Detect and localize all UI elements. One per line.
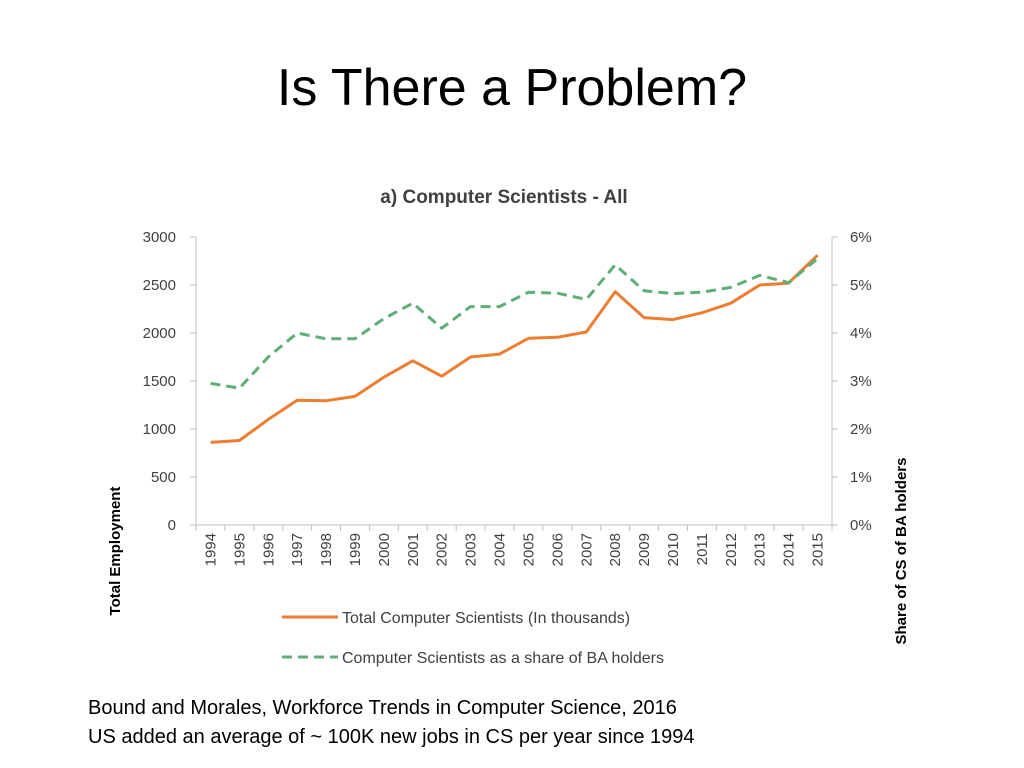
y2-axis-title: Share of CS of BA holders — [893, 458, 910, 645]
x-tick-label: 2002 — [434, 533, 451, 566]
footnote: Bound and Morales, Workforce Trends in C… — [88, 694, 695, 752]
x-tick-label: 2014 — [781, 533, 798, 566]
series-layer — [210, 254, 819, 444]
x-tick-label: 1997 — [289, 533, 306, 566]
x-tick-label: 1995 — [231, 533, 248, 566]
legend: Total Computer Scientists (In thousands)… — [282, 610, 664, 667]
series-line-total-employment — [210, 254, 819, 444]
series-line-share-of-ba — [210, 257, 819, 390]
x-tick-label: 2005 — [520, 533, 537, 566]
left-tick-label: 1000 — [143, 421, 176, 438]
left-tick-label: 0 — [168, 517, 176, 534]
right-tick-label: 3% — [850, 373, 872, 390]
left-tick-label: 2500 — [143, 277, 176, 294]
x-tick-label: 2008 — [607, 533, 624, 566]
x-tick-label: 2009 — [636, 533, 653, 566]
right-tick-label: 4% — [850, 325, 872, 342]
x-tick-label: 1998 — [318, 533, 335, 566]
x-tick-label: 2012 — [723, 533, 740, 566]
chart: a) Computer Scientists - All 0 500 1000 150… — [107, 187, 910, 667]
right-tick-label: 2% — [850, 421, 872, 438]
x-tick-label: 2010 — [665, 533, 682, 566]
y-axis-title: Total Employment — [107, 487, 124, 616]
left-axis-ticks: 0 500 1000 1500 2000 2500 3000 — [143, 229, 196, 534]
x-tick-label: 1996 — [260, 533, 277, 566]
x-tick-label: 1994 — [202, 533, 219, 566]
chart-title: a) Computer Scientists - All — [380, 187, 627, 208]
right-tick-label: 5% — [850, 277, 872, 294]
footnote-summary: US added an average of ~ 100K new jobs i… — [88, 726, 695, 748]
legend-label: Computer Scientists as a share of BA hol… — [342, 650, 664, 667]
left-tick-label: 1500 — [143, 373, 176, 390]
x-tick-label: 2001 — [405, 533, 422, 566]
x-axis-ticks: 1994 1995 1996 1997 1998 1999 2000 2001 2002 2003… — [195, 525, 833, 566]
slide-title: Is There a Problem? — [276, 59, 748, 117]
x-tick-label: 2006 — [549, 533, 566, 566]
axes — [195, 237, 833, 526]
x-tick-label: 2007 — [578, 533, 595, 566]
left-tick-label: 3000 — [143, 229, 176, 246]
x-tick-label: 2015 — [810, 533, 827, 566]
left-tick-label: 500 — [151, 469, 176, 486]
right-tick-label: 0% — [850, 517, 872, 534]
x-tick-label: 2003 — [463, 533, 480, 566]
right-tick-label: 6% — [850, 229, 872, 246]
x-tick-label: 2004 — [492, 533, 509, 566]
legend-label: Total Computer Scientists (In thousands) — [342, 610, 630, 627]
right-tick-label: 1% — [850, 469, 872, 486]
left-tick-label: 2000 — [143, 325, 176, 342]
x-tick-label: 2011 — [694, 533, 711, 565]
footnote-citation: Bound and Morales, Workforce Trends in C… — [88, 697, 677, 719]
right-axis-ticks: 0% 1% 2% 3% 4% 5% 6% — [832, 229, 872, 534]
x-tick-label: 2013 — [752, 533, 769, 566]
x-tick-label: 2000 — [376, 533, 393, 566]
x-tick-label: 1999 — [347, 533, 364, 566]
